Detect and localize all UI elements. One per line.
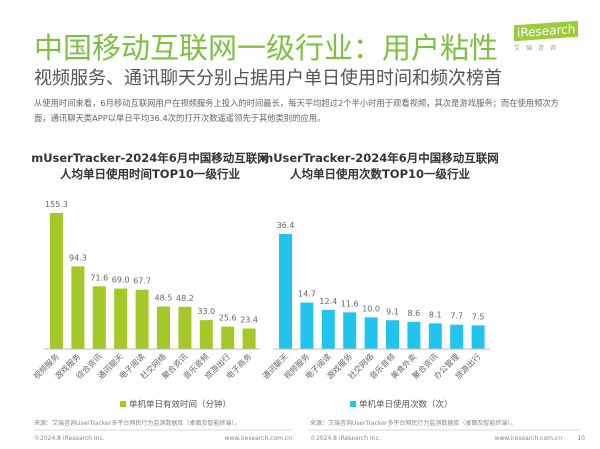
bar: [157, 306, 170, 349]
bar: [71, 266, 85, 349]
bar: [135, 289, 149, 349]
bar: [364, 317, 378, 349]
data-label: 69.0: [112, 276, 130, 285]
chart2-plot: 36.4通讯聊天14.7视频服务12.4电子阅读11.6游戏服务10.0社交网络…: [260, 221, 490, 381]
chart1-title-line1: mUserTracker-2024年6月中国移动互联网: [31, 151, 269, 165]
data-label: 12.4: [319, 297, 337, 306]
chart2-title-line1: mUserTracker-2024年6月中国移动互联网: [261, 151, 499, 165]
bar: [242, 328, 256, 349]
data-label: 94.3: [69, 253, 87, 262]
data-label: 8.1: [429, 310, 442, 319]
chart2-title-line2: 人均单日使用次数TOP10一级行业: [290, 167, 471, 181]
page-title: 中国移动互联网一级行业：用户粘性: [34, 31, 499, 65]
data-label: 71.6: [90, 273, 108, 282]
chart2-legend-swatch: [350, 401, 356, 407]
chart1-legend-swatch: [120, 401, 126, 407]
page-number: 10: [577, 435, 585, 442]
bar: [92, 286, 106, 349]
data-label: 67.7: [133, 277, 151, 286]
data-label: 155.3: [45, 200, 68, 209]
chart1-plot: 155.3视频服务94.3游戏服务71.6综合资讯69.0通讯聊天67.7电子阅…: [31, 200, 260, 381]
data-label: 9.1: [386, 307, 399, 316]
chart1-title-line2: 人均单日使用时间TOP10一级行业: [60, 167, 241, 181]
chart2-legend-label: 单机单日使用次数（次）: [359, 399, 453, 410]
data-label: 25.6: [219, 314, 237, 323]
data-label: 7.7: [450, 312, 463, 321]
bar: [407, 321, 421, 349]
bar: [386, 320, 399, 349]
data-label: 48.5: [155, 294, 173, 303]
copyright-left: ©2024.8 iResearch Inc.: [34, 435, 105, 442]
iresearch-logo: iResearch 艾瑞咨询: [514, 20, 584, 52]
data-label: 11.6: [341, 299, 359, 308]
page-subtitle: 视频服务、通讯聊天分别占据用户单日使用时间和频次榜首: [34, 68, 502, 89]
data-label: 48.2: [176, 294, 194, 303]
bar: [321, 309, 335, 349]
data-label: 36.4: [277, 221, 295, 230]
url-right: www.iresearch.com.cn: [495, 435, 563, 442]
bar: [199, 320, 213, 349]
bar: [114, 288, 128, 349]
data-label: 14.7: [298, 290, 316, 299]
chart1-legend-label: 单机单日有效时间（分钟）: [129, 399, 231, 410]
bar: [471, 325, 485, 349]
data-label: 8.6: [408, 309, 421, 318]
bar: [343, 312, 357, 349]
source-left: 来源：艾瑞咨询UserTracker多平台网民行为监测数据库（桌面及智能终端）。: [34, 419, 240, 427]
data-label: 33.0: [197, 307, 215, 316]
data-label: 7.5: [472, 312, 485, 321]
data-label: 23.4: [240, 316, 258, 325]
bar: [178, 306, 192, 349]
source-right: 来源：艾瑞咨询UserTracker多平台网民行为监测数据库（桌面及智能终端）。: [310, 419, 516, 427]
logo-sub: 艾瑞咨询: [514, 45, 563, 52]
bar: [428, 323, 442, 349]
bar: [450, 324, 464, 349]
bar: [279, 234, 292, 349]
data-label: 10.0: [362, 304, 380, 313]
bar: [300, 302, 314, 349]
copyright-right: ©2024.8 iResearch Inc.: [310, 435, 381, 442]
url-left: www.iresearch.com.cn: [225, 435, 293, 442]
bar: [50, 213, 63, 349]
description: 从使用时间来看，6月移动互联网用户在视频服务上投入的时间最长，每天平均超过2个半…: [34, 98, 559, 123]
bar: [221, 326, 235, 349]
